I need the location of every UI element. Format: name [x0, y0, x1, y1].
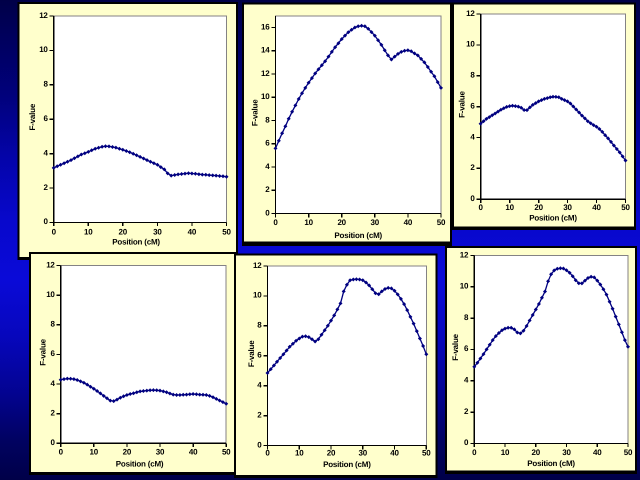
- svg-text:F-value: F-value: [451, 333, 460, 360]
- svg-text:14: 14: [261, 46, 270, 55]
- svg-text:4: 4: [470, 132, 475, 141]
- svg-text:4: 4: [50, 379, 55, 388]
- svg-text:4: 4: [265, 162, 270, 171]
- svg-text:6: 6: [257, 351, 262, 360]
- svg-text:Position (cM): Position (cM): [334, 231, 382, 240]
- svg-text:10: 10: [261, 92, 270, 101]
- svg-text:Position (cM): Position (cM): [323, 460, 371, 469]
- svg-text:8: 8: [265, 115, 270, 124]
- svg-text:2: 2: [257, 410, 262, 419]
- svg-text:6: 6: [265, 139, 270, 148]
- svg-text:0: 0: [470, 194, 475, 203]
- svg-text:20: 20: [327, 449, 336, 458]
- svg-text:8: 8: [470, 71, 475, 80]
- svg-text:2: 2: [265, 185, 270, 194]
- svg-text:12: 12: [46, 260, 55, 269]
- svg-text:2: 2: [43, 183, 48, 192]
- svg-text:10: 10: [39, 45, 48, 54]
- svg-text:30: 30: [563, 203, 572, 212]
- svg-text:30: 30: [359, 449, 368, 458]
- svg-text:6: 6: [43, 114, 48, 123]
- svg-text:0: 0: [472, 448, 477, 457]
- svg-text:0: 0: [257, 440, 262, 449]
- svg-text:12: 12: [460, 250, 469, 259]
- svg-text:40: 40: [404, 218, 413, 227]
- svg-text:40: 40: [189, 447, 198, 456]
- svg-text:8: 8: [50, 320, 55, 329]
- svg-text:20: 20: [119, 227, 128, 236]
- svg-text:30: 30: [562, 448, 571, 457]
- svg-text:2: 2: [470, 163, 475, 172]
- svg-text:Position (cM): Position (cM): [527, 459, 575, 468]
- svg-text:40: 40: [390, 449, 399, 458]
- svg-text:F-value: F-value: [28, 103, 37, 130]
- svg-text:50: 50: [624, 448, 633, 457]
- svg-text:0: 0: [464, 438, 469, 447]
- svg-text:10: 10: [90, 447, 99, 456]
- svg-text:10: 10: [84, 227, 93, 236]
- svg-text:12: 12: [253, 261, 262, 270]
- svg-text:12: 12: [261, 69, 270, 78]
- svg-text:4: 4: [464, 376, 469, 385]
- svg-text:8: 8: [257, 321, 262, 330]
- svg-text:40: 40: [592, 203, 601, 212]
- svg-text:0: 0: [478, 203, 483, 212]
- svg-text:8: 8: [464, 313, 469, 322]
- svg-text:Position (cM): Position (cM): [116, 460, 164, 469]
- svg-text:50: 50: [422, 449, 431, 458]
- svg-text:0: 0: [50, 438, 55, 447]
- svg-text:50: 50: [621, 203, 630, 212]
- svg-text:0: 0: [52, 227, 57, 236]
- svg-text:10: 10: [46, 290, 55, 299]
- svg-text:30: 30: [153, 227, 162, 236]
- svg-text:10: 10: [505, 203, 514, 212]
- svg-text:50: 50: [222, 447, 231, 456]
- svg-text:4: 4: [43, 148, 48, 157]
- svg-text:50: 50: [222, 227, 231, 236]
- svg-text:30: 30: [156, 447, 165, 456]
- svg-text:50: 50: [437, 218, 446, 227]
- svg-text:10: 10: [253, 291, 262, 300]
- svg-text:40: 40: [188, 227, 197, 236]
- svg-text:20: 20: [337, 218, 346, 227]
- svg-text:10: 10: [466, 40, 475, 49]
- svg-text:4: 4: [257, 381, 262, 390]
- svg-text:40: 40: [593, 448, 602, 457]
- svg-text:8: 8: [43, 80, 48, 89]
- svg-text:6: 6: [470, 101, 475, 110]
- svg-text:6: 6: [464, 344, 469, 353]
- svg-text:2: 2: [50, 409, 55, 418]
- svg-text:Position (cM): Position (cM): [112, 237, 160, 246]
- svg-text:F-value: F-value: [247, 340, 256, 367]
- svg-text:10: 10: [460, 282, 469, 291]
- svg-text:16: 16: [261, 22, 270, 31]
- svg-text:10: 10: [295, 449, 304, 458]
- svg-text:6: 6: [50, 349, 55, 358]
- svg-text:0: 0: [43, 217, 48, 226]
- svg-text:F-value: F-value: [250, 99, 259, 126]
- svg-text:F-value: F-value: [458, 91, 467, 118]
- svg-text:10: 10: [304, 218, 313, 227]
- svg-text:F-value: F-value: [38, 338, 47, 365]
- svg-text:12: 12: [466, 9, 475, 18]
- svg-text:30: 30: [371, 218, 380, 227]
- svg-text:0: 0: [265, 208, 270, 217]
- svg-text:20: 20: [123, 447, 132, 456]
- svg-text:10: 10: [501, 448, 510, 457]
- svg-text:0: 0: [265, 449, 270, 458]
- svg-text:20: 20: [532, 448, 541, 457]
- svg-text:0: 0: [59, 447, 64, 456]
- svg-text:0: 0: [273, 218, 278, 227]
- svg-text:2: 2: [464, 407, 469, 416]
- svg-text:Position (cM): Position (cM): [529, 214, 577, 223]
- svg-text:20: 20: [534, 203, 543, 212]
- svg-text:12: 12: [39, 11, 48, 20]
